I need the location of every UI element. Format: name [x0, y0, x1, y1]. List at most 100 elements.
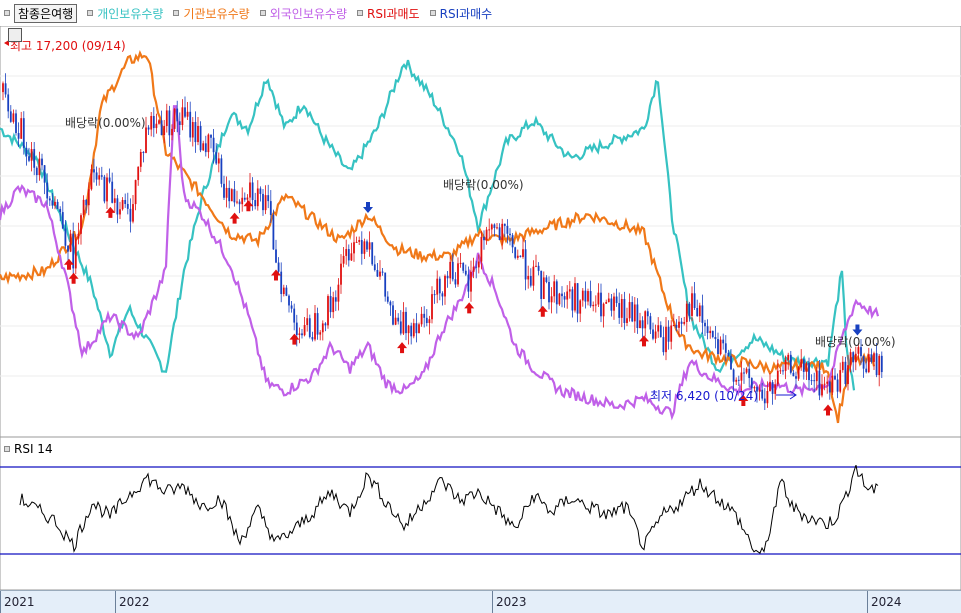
candle-body	[727, 352, 730, 356]
candle-body	[217, 158, 220, 164]
candle-body	[745, 368, 748, 373]
candle-body	[163, 126, 166, 136]
candle-body	[839, 370, 842, 392]
legend-item-institution[interactable]: 기관보유수량	[173, 5, 250, 22]
stock-name[interactable]: 참종은여행	[14, 3, 78, 23]
candle-body	[441, 293, 444, 297]
candle-body	[730, 355, 732, 370]
candle-body	[7, 94, 10, 112]
candle-body	[779, 370, 782, 372]
candle-body	[719, 339, 722, 355]
candle-body	[106, 177, 108, 202]
candle-body	[644, 311, 647, 329]
candle-body	[152, 115, 155, 129]
candle-body	[160, 120, 163, 136]
candle-body	[641, 320, 644, 329]
candle-body	[329, 296, 332, 313]
candle-body	[444, 275, 446, 297]
candle-body	[93, 169, 95, 173]
candle-body	[254, 200, 257, 207]
candle-body	[129, 208, 132, 222]
candle-body	[706, 326, 709, 334]
candle-body	[191, 122, 194, 138]
candle-body	[878, 355, 881, 376]
candle-body	[880, 355, 883, 373]
candle-body	[116, 198, 119, 215]
legend-item-rsi-overbought[interactable]: RSI과매수	[429, 5, 493, 22]
candle-body	[223, 183, 225, 198]
stock-selector[interactable]: 참종은여행	[4, 3, 78, 23]
candle-body	[293, 308, 296, 323]
oversold-arrow-icon	[464, 302, 475, 314]
candle-body	[711, 330, 714, 337]
legend-marker-icon	[356, 10, 363, 16]
candle-body	[613, 296, 615, 311]
candle-body	[836, 379, 839, 392]
legend-item-foreign[interactable]: 외국인보유수량	[259, 5, 347, 22]
candle-body	[800, 359, 803, 368]
candle-body	[410, 325, 413, 337]
candle-body	[72, 233, 75, 269]
grid-tool-icon[interactable]	[8, 28, 22, 42]
candle-body	[142, 151, 145, 153]
low-annotation: 최저 6,420 (10/24)	[650, 389, 797, 403]
candle-body	[269, 201, 272, 215]
candle-body	[449, 261, 452, 279]
candle-body	[155, 123, 158, 129]
candle-body	[316, 313, 319, 335]
rsi-panel[interactable]	[0, 437, 961, 590]
dividend-label-1: 배당락(0.00%)	[65, 116, 146, 130]
legend-item-individual[interactable]: 개인보유수량	[87, 5, 163, 22]
candle-body	[639, 320, 641, 328]
candle-body	[553, 281, 556, 297]
candle-body	[626, 318, 628, 324]
candle-body	[22, 118, 25, 148]
candle-body	[233, 189, 236, 203]
candle-body	[766, 391, 769, 404]
candle-body	[415, 323, 418, 334]
candle-body	[397, 317, 400, 322]
candle-body	[691, 293, 693, 316]
candle-body	[113, 198, 116, 203]
candle-body	[633, 304, 636, 322]
candle-body	[306, 318, 309, 326]
candle-body	[498, 227, 501, 240]
candle-body	[121, 199, 124, 210]
candle-body	[545, 277, 548, 282]
candle-body	[795, 376, 797, 379]
candle-body	[823, 383, 826, 385]
candle-body	[165, 110, 168, 127]
candle-body	[587, 291, 589, 302]
candle-body	[243, 197, 246, 200]
candle-body	[646, 311, 649, 317]
dividend-label-2: 배당락(0.00%)	[443, 178, 524, 192]
candle-body	[407, 325, 410, 334]
price-chart-panel[interactable]: 최고 17,200 (09/14) 최저 6,420 (10/24) 배당락(0…	[0, 26, 961, 437]
candle-body	[184, 107, 186, 117]
candle-body	[259, 188, 262, 194]
candle-body	[282, 287, 285, 295]
candle-body	[236, 201, 238, 203]
legend-label: RSI과매도	[366, 6, 420, 21]
candle-body	[376, 270, 379, 277]
candle-body	[249, 182, 251, 198]
candle-body	[493, 224, 496, 228]
legend-item-rsi-oversold[interactable]: RSI과매도	[356, 5, 420, 22]
candle-body	[298, 333, 301, 335]
legend-label: RSI과매수	[439, 6, 493, 21]
candle-body	[743, 372, 745, 374]
candle-body	[132, 204, 134, 222]
candle-body	[574, 283, 576, 311]
candle-body	[251, 182, 254, 201]
rsi-title-label: RSI 14	[14, 442, 53, 456]
candle-body	[524, 249, 527, 280]
candle-body	[87, 189, 90, 206]
candle-body	[59, 208, 62, 213]
candle-body	[854, 353, 857, 363]
candle-body	[327, 296, 329, 326]
candle-body	[173, 108, 176, 129]
candle-body	[649, 316, 652, 330]
candle-body	[220, 158, 223, 184]
candle-body	[199, 125, 202, 151]
candle-body	[496, 227, 498, 229]
